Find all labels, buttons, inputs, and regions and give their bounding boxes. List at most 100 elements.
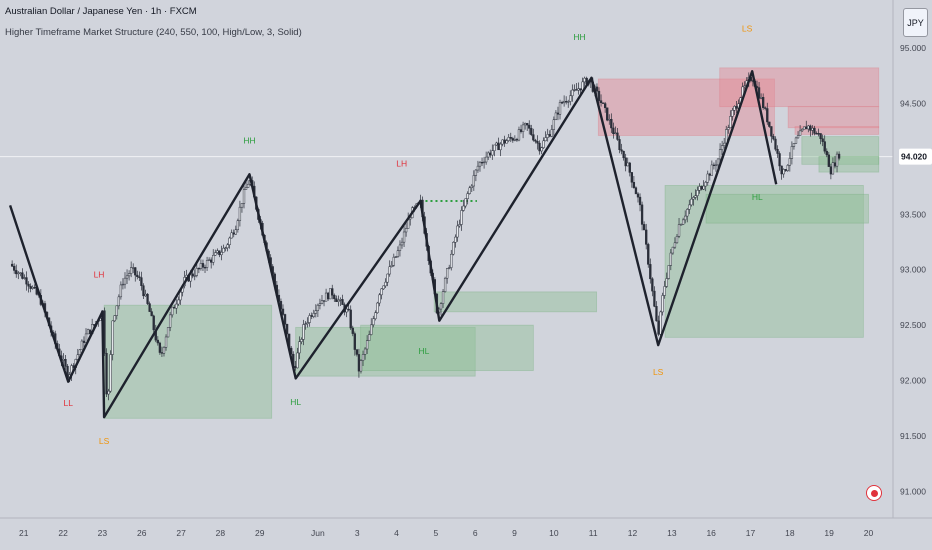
candle-body xyxy=(610,119,613,129)
candle-body xyxy=(162,347,166,354)
candle-body xyxy=(119,284,123,298)
candle-body xyxy=(784,169,787,171)
candle-body xyxy=(546,134,549,138)
candle-body xyxy=(382,285,385,290)
indicator-legend[interactable]: Higher Timeframe Market Structure (240, … xyxy=(5,27,302,38)
candle-body xyxy=(505,140,508,144)
candle-body xyxy=(813,127,816,134)
candle-body xyxy=(150,311,153,317)
candle-body xyxy=(612,127,615,134)
y-tick-label: 91.000 xyxy=(900,487,926,497)
candle-body xyxy=(768,121,771,127)
candle-body xyxy=(735,106,738,109)
candle-body xyxy=(452,242,455,255)
candle-body xyxy=(616,132,619,140)
candle-body xyxy=(105,352,108,395)
candle-body xyxy=(160,352,164,354)
x-tick-label: 18 xyxy=(785,528,795,538)
candle-body xyxy=(608,119,611,121)
candle-body xyxy=(778,153,781,167)
candle-body xyxy=(368,334,371,341)
candle-body xyxy=(322,300,326,302)
candle-body xyxy=(825,150,828,156)
candle-body xyxy=(809,125,812,131)
structure-label-hh: HH xyxy=(243,135,255,145)
candle-body xyxy=(404,228,408,233)
candle-body xyxy=(792,143,796,147)
candle-body xyxy=(132,267,135,269)
candle-body xyxy=(495,142,498,146)
candle-body xyxy=(727,127,730,130)
candle-body xyxy=(27,283,30,287)
candle-body xyxy=(503,139,506,144)
candle-body xyxy=(220,251,223,256)
candle-body xyxy=(460,210,463,225)
candle-body xyxy=(560,102,564,104)
record-icon[interactable] xyxy=(866,485,882,501)
current-price-label: 94.020 xyxy=(901,152,927,162)
candle-body xyxy=(700,186,703,190)
chart-title: Australian Dollar / Japanese Yen · 1h · … xyxy=(5,6,197,17)
candle-body xyxy=(597,90,601,101)
x-tick-label: 11 xyxy=(589,528,598,538)
candle-body xyxy=(794,137,798,144)
candle-body xyxy=(540,147,543,152)
candle-body xyxy=(649,264,652,280)
candle-body xyxy=(833,162,837,167)
candle-body xyxy=(523,123,527,126)
price-axis[interactable] xyxy=(893,0,932,518)
candle-body xyxy=(326,292,330,300)
candle-body xyxy=(246,183,250,188)
structure-label-lh: LH xyxy=(396,159,407,169)
candle-body xyxy=(696,190,699,196)
candle-body xyxy=(134,267,137,276)
candle-body xyxy=(349,309,352,329)
candle-body xyxy=(144,293,147,297)
candle-body xyxy=(776,148,779,154)
candle-body xyxy=(357,354,361,372)
candle-body xyxy=(743,85,746,88)
candle-body xyxy=(353,333,356,350)
candle-body xyxy=(123,277,127,285)
candle-body xyxy=(805,126,808,130)
candle-body xyxy=(690,198,693,206)
candle-body xyxy=(562,100,566,103)
candle-body xyxy=(675,236,679,244)
candle-body xyxy=(725,129,728,144)
candle-body xyxy=(720,145,724,150)
candle-body xyxy=(205,260,209,268)
candle-body xyxy=(21,272,24,279)
candle-body xyxy=(642,224,646,231)
x-tick-label: 4 xyxy=(394,528,399,538)
candle-body xyxy=(632,182,636,188)
candle-body xyxy=(542,140,545,148)
time-axis[interactable] xyxy=(0,518,932,550)
candle-body xyxy=(710,164,714,176)
candle-body xyxy=(573,89,576,91)
candle-body xyxy=(628,162,631,173)
candle-body xyxy=(815,133,818,135)
candle-body xyxy=(688,204,691,210)
candle-body xyxy=(636,193,640,198)
x-tick-label: 29 xyxy=(255,528,265,538)
candle-body xyxy=(363,348,367,355)
candle-body xyxy=(835,153,839,167)
candle-body xyxy=(318,303,322,306)
candle-body xyxy=(121,283,125,286)
candle-body xyxy=(281,308,285,315)
candle-body xyxy=(324,292,328,302)
currency-button[interactable]: JPY xyxy=(903,8,928,37)
candle-body xyxy=(341,299,344,305)
candle-body xyxy=(396,250,400,257)
candle-body xyxy=(222,247,225,253)
structure-label-hl: HL xyxy=(290,397,301,407)
candle-body xyxy=(686,209,689,217)
y-tick-label: 92.000 xyxy=(900,376,926,386)
candle-body xyxy=(511,138,514,141)
candle-body xyxy=(487,152,490,158)
candle-body xyxy=(821,138,824,142)
x-tick-label: 22 xyxy=(58,528,68,538)
candle-body xyxy=(314,310,317,314)
candle-body xyxy=(226,244,229,249)
